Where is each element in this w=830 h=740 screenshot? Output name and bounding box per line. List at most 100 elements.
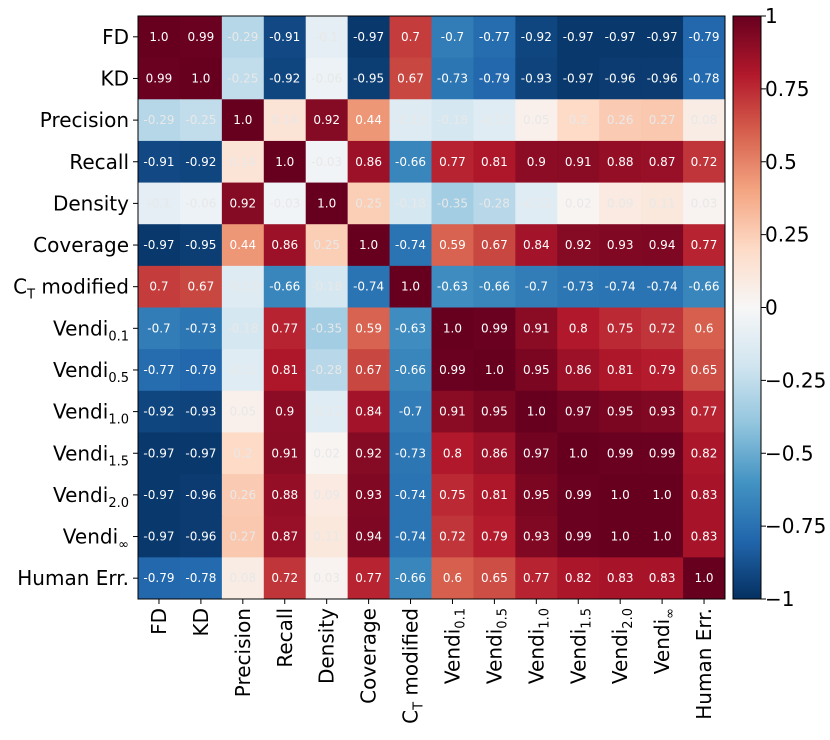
heatmap-cell <box>683 140 726 184</box>
heatmap-cell <box>305 474 349 517</box>
cell-value-label: 0.83 <box>649 571 676 585</box>
heatmap-cell <box>641 515 684 558</box>
row-label: Human Err. <box>17 566 129 590</box>
cell-value-label: -0.29 <box>143 113 174 127</box>
cell-value-label: 0.6 <box>694 321 713 335</box>
column-label: Vendi2.0 <box>608 608 636 684</box>
cell-value-label: -0.95 <box>353 71 384 85</box>
colorbar-tick-label: 0 <box>765 296 778 320</box>
heatmap-cell <box>641 474 684 517</box>
heatmap-cell <box>431 474 474 517</box>
row-label: Density <box>53 191 129 215</box>
cell-value-label: 0.08 <box>229 571 256 585</box>
heatmap-cell <box>305 515 349 558</box>
heatmap-cell <box>138 474 181 517</box>
cell-value-label: 0.11 <box>649 196 676 210</box>
cell-value-label: -0.1 <box>315 30 338 44</box>
cell-value-label: 0.93 <box>649 405 676 419</box>
cell-value-label: -0.03 <box>311 155 342 169</box>
cell-value-label: 0.99 <box>439 363 466 377</box>
colorbar-tick-label: −0.5 <box>765 441 814 465</box>
heatmap-cell <box>221 140 265 184</box>
cell-value-label: 0.67 <box>355 363 382 377</box>
cell-value-label: -0.74 <box>395 238 426 252</box>
heatmap-cell <box>515 515 558 558</box>
colorbar-tick-label: 1 <box>765 4 778 28</box>
heatmap-cell <box>138 432 181 475</box>
heatmap-cell <box>431 515 474 558</box>
cell-value-label: -0.74 <box>647 280 678 294</box>
heatmap-cell <box>305 307 349 350</box>
cell-value-label: 1.0 <box>359 238 378 252</box>
cell-value-label: 0.75 <box>607 321 634 335</box>
heatmap-cell <box>431 140 474 184</box>
cell-value-label: 1.0 <box>485 363 504 377</box>
heatmap-cell <box>599 224 642 267</box>
row-label: Vendi2.0 <box>53 483 129 511</box>
cell-value-label: 0.83 <box>691 488 718 502</box>
cell-value-label: 0.95 <box>523 363 550 377</box>
heatmap-cell <box>221 224 265 267</box>
heatmap-cell <box>599 390 642 433</box>
cell-value-label: 0.67 <box>481 238 508 252</box>
heatmap-cell <box>263 349 307 392</box>
cell-value-label: -0.91 <box>143 155 174 169</box>
cell-value-label: 0.6 <box>443 571 462 585</box>
heatmap-cell <box>389 57 432 100</box>
cell-value-label: 0.67 <box>397 71 424 85</box>
colorbar-tick-label: 0.5 <box>765 150 797 174</box>
cell-value-label: -0.79 <box>479 71 510 85</box>
cell-value-label: -0.78 <box>689 71 720 85</box>
heatmap-cell <box>263 57 307 100</box>
heatmap-cell <box>305 390 349 433</box>
heatmap-cell <box>599 349 642 392</box>
heatmap-cell-labels: 1.0 0.99 -0.29 -0.91 -0.1 -0.97 0.7 -0.7 -0.77 -0… <box>143 30 719 585</box>
heatmap-cell <box>263 515 307 558</box>
colorbar-tick-label: −0.25 <box>765 368 826 392</box>
heatmap-cell <box>179 515 223 558</box>
heatmap-cell <box>557 224 600 267</box>
heatmap-cell <box>431 16 474 59</box>
cell-value-label: 0.26 <box>229 488 256 502</box>
cell-value-label: 0.94 <box>649 238 676 252</box>
heatmap-cell <box>641 265 684 308</box>
heatmap-cell <box>263 474 307 517</box>
row-label: Vendi1.5 <box>53 441 129 469</box>
cell-value-label: 0.82 <box>691 446 718 460</box>
heatmap-cell <box>515 224 558 267</box>
cell-value-label: 0.81 <box>481 155 508 169</box>
heatmap-cell <box>179 557 223 600</box>
cell-value-label: 0.86 <box>481 446 508 460</box>
cell-value-label: 0.97 <box>565 405 592 419</box>
cell-value-label: 0.86 <box>565 363 592 377</box>
heatmap-cell <box>263 390 307 433</box>
cell-value-label: 0.59 <box>439 238 466 252</box>
cell-value-label: -0.73 <box>185 321 216 335</box>
cell-value-label: 0.97 <box>523 446 550 460</box>
cell-value-label: -0.13 <box>227 280 258 294</box>
colorbar: 1 0.75 0.5 0.25 0 −0.25 −0.5 −0.75 −1 <box>732 4 826 611</box>
heatmap-cell <box>389 557 432 600</box>
heatmap-cell <box>683 390 726 433</box>
cell-value-label: -0.97 <box>143 446 174 460</box>
cell-value-label: 0.82 <box>565 571 592 585</box>
cell-value-label: -0.63 <box>395 321 426 335</box>
heatmap-cell <box>305 57 349 100</box>
cell-value-label: -0.92 <box>185 155 216 169</box>
heatmap-cell <box>389 307 432 350</box>
cell-value-label: -0.96 <box>647 71 678 85</box>
heatmap-cell <box>263 140 307 184</box>
cell-value-label: 0.08 <box>691 113 718 127</box>
heatmap-cell <box>683 474 726 517</box>
cell-value-label: -0.79 <box>143 571 174 585</box>
heatmap-cell <box>221 57 265 100</box>
heatmap-cell <box>599 515 642 558</box>
cell-value-label: -0.79 <box>689 30 720 44</box>
row-label: Coverage <box>33 233 129 257</box>
heatmap-cell <box>389 349 432 392</box>
cell-value-label: -0.18 <box>395 196 426 210</box>
cell-value-label: -0.92 <box>143 405 174 419</box>
heatmap-cell <box>389 140 432 184</box>
cell-value-label: 0.77 <box>691 238 718 252</box>
heatmap-cell <box>221 557 265 600</box>
